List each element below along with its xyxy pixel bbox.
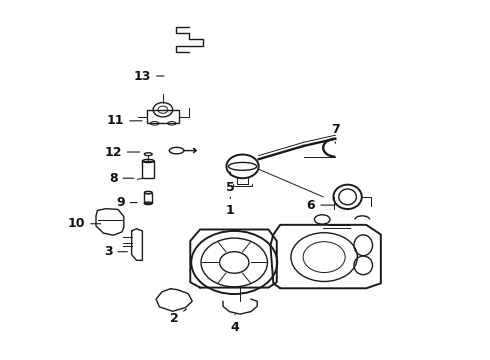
Bar: [147, 110, 179, 123]
Text: 2: 2: [170, 309, 187, 325]
Text: 4: 4: [231, 315, 240, 333]
Text: 6: 6: [307, 199, 335, 212]
Text: 7: 7: [331, 123, 340, 143]
Text: 8: 8: [109, 172, 134, 185]
Text: 11: 11: [107, 114, 142, 127]
Bar: [145, 193, 152, 203]
Text: 9: 9: [116, 196, 137, 209]
Text: 3: 3: [104, 245, 127, 258]
Text: 5: 5: [226, 172, 235, 194]
Text: 10: 10: [68, 217, 100, 230]
Text: 13: 13: [134, 69, 164, 82]
Bar: [143, 161, 154, 178]
Text: 12: 12: [104, 145, 140, 158]
Text: 1: 1: [226, 197, 235, 217]
